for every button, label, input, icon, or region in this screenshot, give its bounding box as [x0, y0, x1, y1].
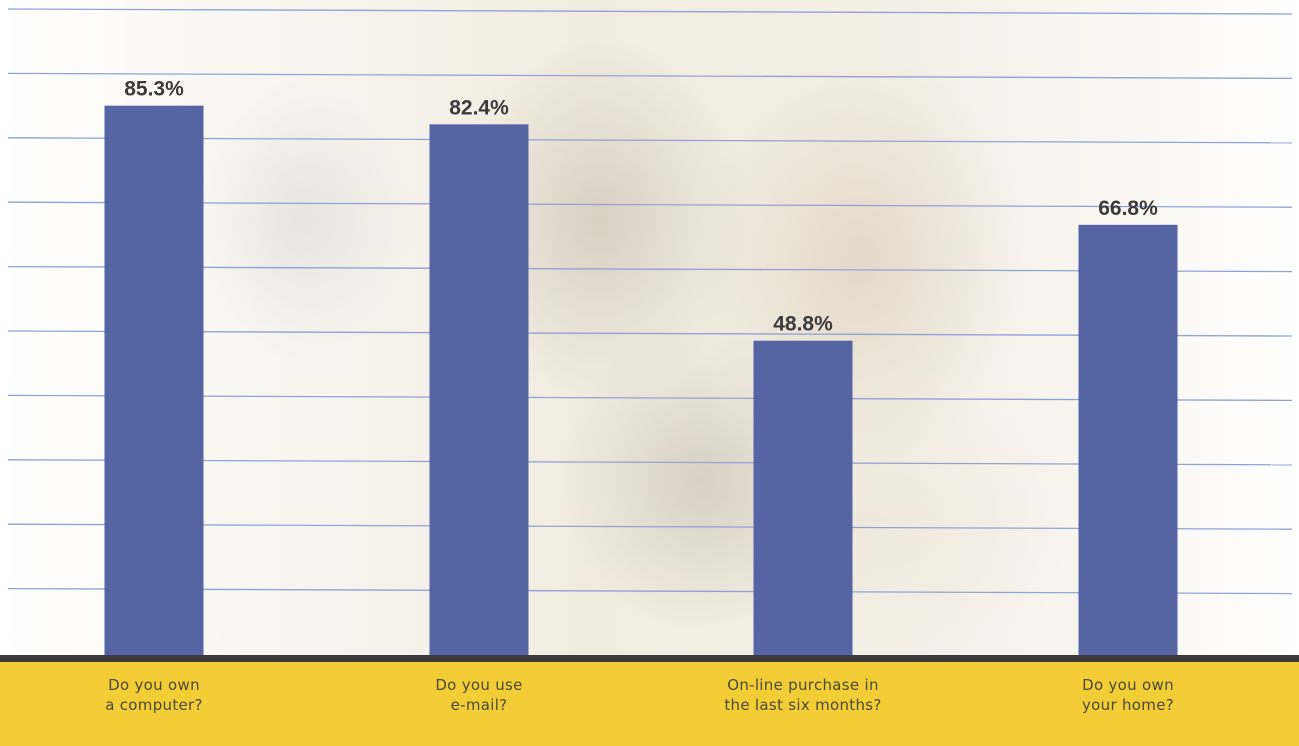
bars: [104, 105, 1178, 656]
category-label: Do you own: [108, 676, 200, 694]
value-label: 66.8%: [1098, 197, 1158, 220]
category-strip: [0, 662, 1299, 746]
value-labels: 85.3% 82.4% 48.8% 66.8%: [124, 78, 1158, 336]
gridline: [7, 459, 1293, 466]
gridline: [7, 201, 1293, 208]
gridline: [7, 587, 1293, 595]
gridline: [7, 523, 1293, 530]
category-label: your home?: [1082, 696, 1174, 714]
background-photo: [180, 0, 1180, 660]
bar-4: [1078, 224, 1178, 656]
gridline: [7, 8, 1293, 15]
category-labels: Do you own a computer? Do you use e-mail? On…: [105, 676, 1174, 714]
category-label: a computer?: [105, 696, 203, 714]
category-label: Do you use: [435, 676, 522, 694]
baseline-rule: [0, 655, 1299, 662]
gridline: [7, 394, 1293, 402]
gridline: [7, 330, 1293, 337]
gridlines: [7, 8, 1293, 595]
value-label: 48.8%: [773, 313, 833, 336]
gridline: [7, 137, 1293, 144]
value-label: 82.4%: [449, 96, 509, 119]
bar-3: [753, 340, 853, 655]
category-label: e-mail?: [451, 696, 508, 714]
category-label: On-line purchase in: [727, 676, 879, 694]
gridline: [7, 72, 1293, 80]
category-label: Do you own: [1082, 676, 1174, 694]
gridline: [7, 265, 1293, 273]
bar-1: [104, 105, 204, 656]
category-label: the last six months?: [724, 696, 881, 714]
bar-2: [429, 124, 529, 656]
value-label: 85.3%: [124, 78, 184, 101]
